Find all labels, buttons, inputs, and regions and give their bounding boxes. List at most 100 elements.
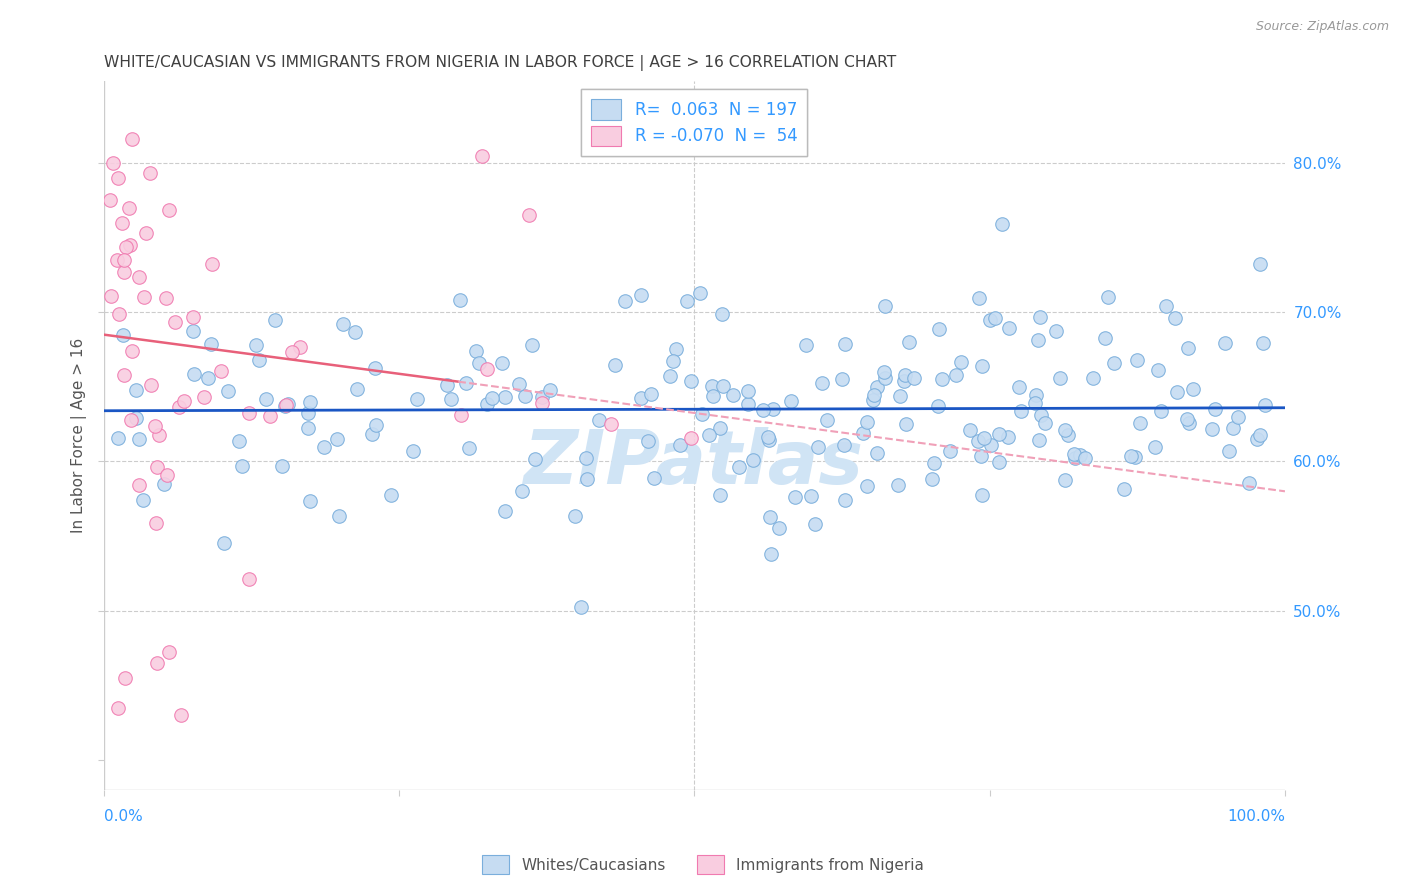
Point bbox=[1045, 325, 1067, 339]
Point bbox=[112, 328, 135, 343]
Point bbox=[1119, 449, 1142, 463]
Point bbox=[970, 450, 993, 464]
Point bbox=[132, 493, 155, 508]
Point bbox=[939, 443, 962, 458]
Point bbox=[1081, 371, 1104, 385]
Point bbox=[980, 438, 1002, 452]
Point bbox=[831, 372, 853, 386]
Point bbox=[118, 238, 141, 252]
Legend: R=  0.063  N = 197, R = -0.070  N =  54: R= 0.063 N = 197, R = -0.070 N = 54 bbox=[582, 89, 807, 156]
Point bbox=[231, 458, 253, 473]
Point bbox=[1215, 335, 1237, 350]
Point bbox=[531, 390, 554, 404]
Point bbox=[690, 408, 713, 422]
Point bbox=[1218, 443, 1240, 458]
Point bbox=[146, 656, 169, 670]
Point bbox=[669, 438, 692, 452]
Point bbox=[811, 376, 834, 390]
Point bbox=[1029, 409, 1052, 423]
Text: 0.0%: 0.0% bbox=[104, 809, 142, 824]
Point bbox=[1056, 428, 1078, 442]
Point bbox=[950, 355, 973, 369]
Point bbox=[1129, 416, 1152, 430]
Point bbox=[1028, 310, 1050, 324]
Point bbox=[436, 377, 458, 392]
Point bbox=[832, 438, 855, 452]
Point bbox=[156, 468, 179, 483]
Point bbox=[197, 371, 219, 385]
Point bbox=[761, 401, 783, 416]
Point bbox=[972, 359, 994, 373]
Point bbox=[200, 337, 222, 351]
Point bbox=[380, 487, 402, 501]
Point bbox=[254, 392, 277, 407]
Point bbox=[326, 432, 349, 446]
Point bbox=[699, 428, 721, 442]
Point bbox=[676, 293, 699, 308]
Point bbox=[165, 315, 187, 329]
Point bbox=[121, 343, 143, 358]
Point bbox=[600, 417, 623, 431]
Point bbox=[520, 338, 543, 352]
Point bbox=[494, 391, 516, 405]
Point bbox=[183, 310, 205, 324]
Point bbox=[1150, 404, 1173, 418]
Point bbox=[1204, 401, 1226, 416]
Point bbox=[157, 203, 180, 218]
Point bbox=[193, 390, 215, 404]
Point bbox=[1097, 290, 1119, 304]
Point bbox=[1069, 448, 1091, 462]
Point bbox=[681, 374, 703, 388]
Point bbox=[491, 355, 513, 369]
Point bbox=[1226, 410, 1249, 425]
Point bbox=[531, 395, 554, 409]
Point bbox=[148, 428, 170, 442]
Point bbox=[1074, 450, 1097, 465]
Point bbox=[328, 509, 350, 524]
Point bbox=[862, 393, 884, 408]
Point bbox=[852, 425, 875, 440]
Point bbox=[800, 489, 823, 503]
Point bbox=[1126, 353, 1149, 368]
Point bbox=[945, 368, 967, 382]
Point bbox=[364, 418, 387, 433]
Point bbox=[1254, 398, 1277, 412]
Point bbox=[157, 645, 180, 659]
Point bbox=[128, 269, 150, 284]
Point bbox=[264, 313, 287, 327]
Point bbox=[681, 431, 703, 445]
Text: 100.0%: 100.0% bbox=[1227, 809, 1285, 824]
Point bbox=[887, 478, 910, 492]
Point bbox=[346, 382, 368, 396]
Point bbox=[665, 342, 688, 356]
Point bbox=[118, 202, 141, 216]
Point bbox=[752, 402, 775, 417]
Point bbox=[1112, 482, 1135, 496]
Point bbox=[513, 389, 536, 403]
Point bbox=[987, 426, 1010, 441]
Point bbox=[1063, 447, 1085, 461]
Point bbox=[721, 388, 744, 402]
Point bbox=[564, 508, 586, 523]
Point bbox=[360, 427, 382, 442]
Point bbox=[1008, 380, 1031, 394]
Legend: Whites/Caucasians, Immigrants from Nigeria: Whites/Caucasians, Immigrants from Niger… bbox=[475, 849, 931, 880]
Point bbox=[1028, 433, 1050, 447]
Point bbox=[1054, 424, 1077, 438]
Point bbox=[1166, 384, 1188, 399]
Point bbox=[959, 423, 981, 437]
Point bbox=[406, 392, 429, 407]
Point bbox=[141, 377, 163, 392]
Point bbox=[702, 389, 724, 403]
Point bbox=[576, 472, 599, 486]
Point bbox=[922, 456, 945, 470]
Point bbox=[440, 392, 463, 406]
Point bbox=[991, 217, 1014, 231]
Point bbox=[834, 337, 856, 351]
Point bbox=[1144, 441, 1167, 455]
Point bbox=[456, 376, 478, 390]
Point bbox=[183, 367, 205, 381]
Point bbox=[979, 313, 1001, 327]
Point bbox=[201, 257, 224, 271]
Point bbox=[807, 441, 830, 455]
